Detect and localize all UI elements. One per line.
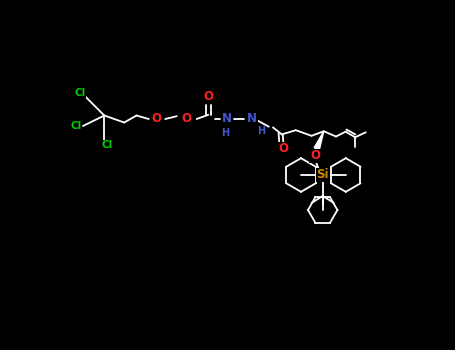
Polygon shape <box>314 131 324 150</box>
Text: Cl: Cl <box>74 88 86 98</box>
Text: O: O <box>278 142 288 155</box>
Text: O: O <box>310 149 320 162</box>
Text: Cl: Cl <box>101 140 112 150</box>
Text: O: O <box>203 90 213 103</box>
Text: N: N <box>222 112 232 126</box>
Text: N: N <box>247 112 257 126</box>
Text: H: H <box>258 126 266 136</box>
Text: H: H <box>221 128 229 138</box>
Text: Cl: Cl <box>71 121 82 131</box>
Text: Si: Si <box>316 168 329 182</box>
Text: O: O <box>152 112 162 126</box>
Text: O: O <box>182 112 192 126</box>
